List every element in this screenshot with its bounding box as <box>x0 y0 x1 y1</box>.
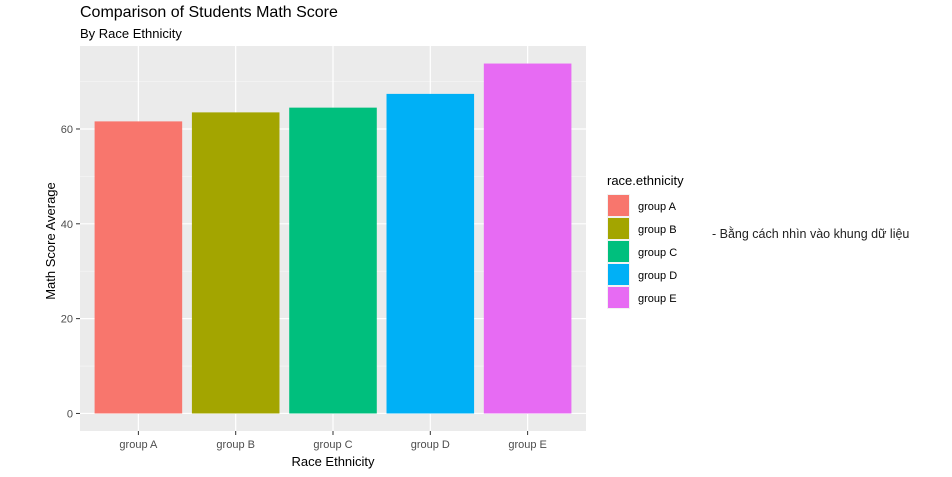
bar-group-a <box>94 121 183 414</box>
legend-label: group C <box>638 247 677 259</box>
chart-subtitle: By Race Ethnicity <box>80 26 182 41</box>
y-tick-label: 60 <box>61 124 73 136</box>
legend-swatch <box>608 218 629 239</box>
bar-group-e <box>483 63 572 414</box>
y-tick-label: 40 <box>61 219 73 231</box>
legend-label: group B <box>638 224 677 236</box>
y-axis: 0 20 40 60 <box>61 124 80 420</box>
x-tick-label: group E <box>508 439 547 451</box>
x-tick-label: group C <box>313 439 352 451</box>
legend-label: group A <box>638 201 677 213</box>
bar-group-b <box>191 112 280 414</box>
chart-title: Comparison of Students Math Score <box>80 4 338 21</box>
x-tick-label: group B <box>216 439 255 451</box>
x-axis: group A group B group C group D group E <box>119 431 547 451</box>
legend-label: group D <box>638 270 677 282</box>
x-tick-label: group D <box>411 439 450 451</box>
y-tick-label: 20 <box>61 314 73 326</box>
legend: race.ethnicity group A group B group C grou… <box>607 173 684 309</box>
bar-group-d <box>386 93 475 414</box>
y-tick-label: 0 <box>67 408 73 420</box>
legend-label: group E <box>638 293 677 305</box>
bar-group-c <box>289 107 377 414</box>
y-axis-label: Math Score Average <box>43 182 58 300</box>
x-axis-label: Race Ethnicity <box>291 454 375 469</box>
legend-title: race.ethnicity <box>607 173 684 188</box>
legend-swatch <box>608 264 629 285</box>
legend-swatch <box>608 195 629 216</box>
side-note: - Bằng cách nhìn vào khung dữ liệu <box>712 227 910 241</box>
legend-swatch <box>608 287 629 308</box>
legend-swatch <box>608 241 629 262</box>
bars <box>94 63 572 414</box>
x-tick-label: group A <box>119 439 158 451</box>
